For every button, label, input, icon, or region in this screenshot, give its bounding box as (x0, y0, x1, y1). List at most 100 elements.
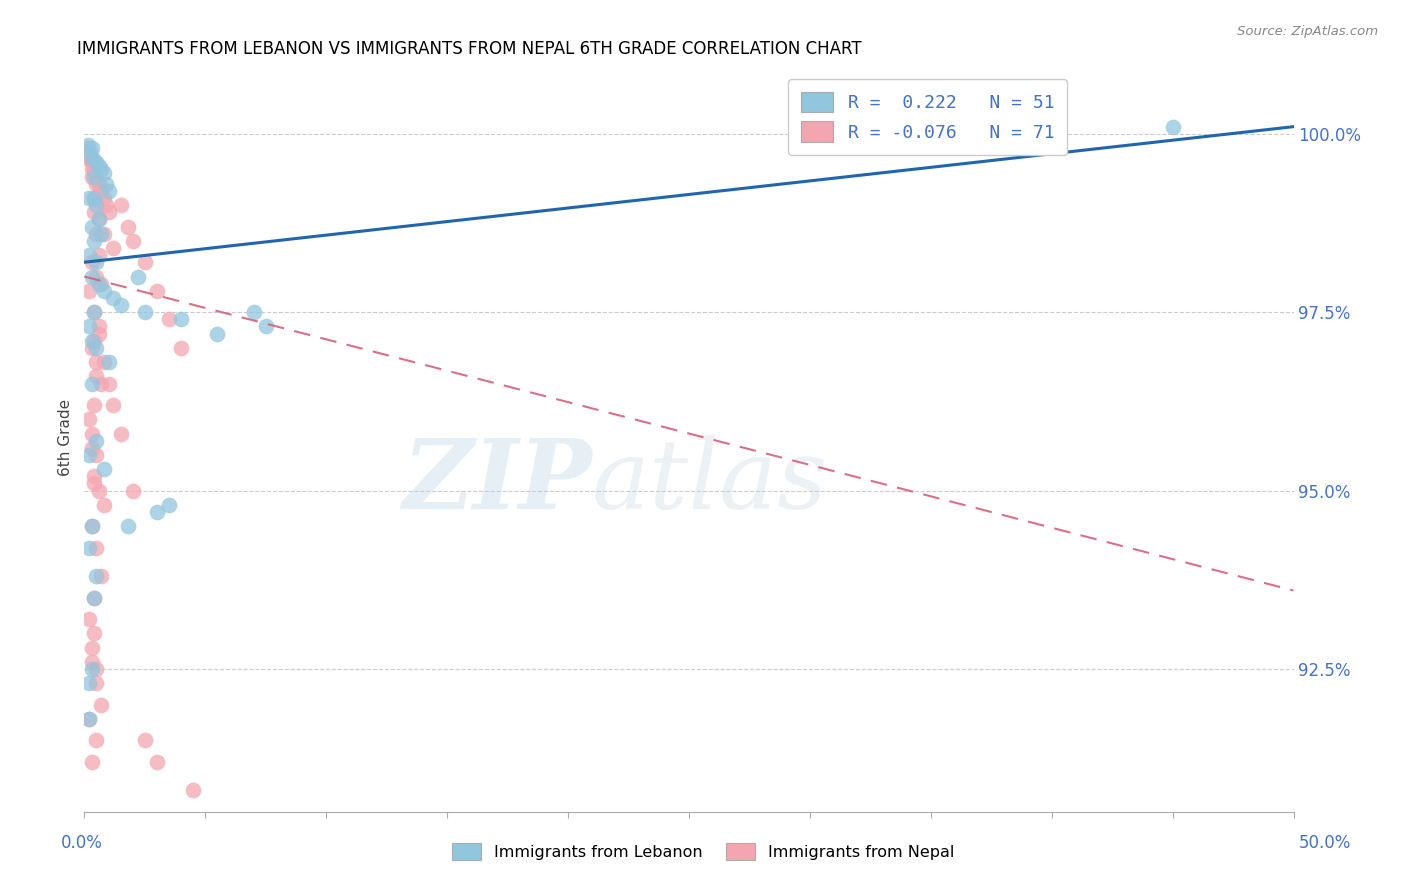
Point (90, 227, 112, 241)
Point (86, 662, 108, 676)
Y-axis label: 6th Grade: 6th Grade (58, 399, 73, 475)
Point (86, 569, 108, 583)
Point (87, 212, 110, 227)
Point (97, 355, 120, 369)
Point (83, 305, 105, 319)
Point (83, 334, 105, 348)
Point (170, 341, 193, 355)
Point (93, 462, 115, 476)
Point (77, 191, 100, 205)
Point (83, 191, 105, 205)
Point (134, 305, 156, 319)
Point (90, 277, 112, 291)
Point (80, 640, 103, 655)
Point (83, 626, 105, 640)
Point (110, 298, 132, 312)
Text: IMMIGRANTS FROM LEBANON VS IMMIGRANTS FROM NEPAL 6TH GRADE CORRELATION CHART: IMMIGRANTS FROM LEBANON VS IMMIGRANTS FR… (77, 40, 862, 58)
Text: ZIP: ZIP (402, 435, 592, 529)
Point (87, 159, 110, 173)
Point (80, 441, 103, 455)
Point (80, 141, 103, 155)
Point (86, 198, 108, 212)
Point (97, 376, 120, 391)
Point (86, 227, 108, 241)
Point (86, 676, 108, 690)
Point (93, 191, 115, 205)
Point (77, 612, 100, 626)
Point (80, 255, 103, 269)
Point (97, 184, 120, 198)
Point (103, 398, 125, 412)
Point (86, 169, 108, 184)
Point (87, 277, 110, 291)
Point (207, 326, 229, 341)
Point (83, 205, 105, 219)
Point (77, 319, 100, 334)
Legend: R =  0.222   N = 51, R = -0.076   N = 71: R = 0.222 N = 51, R = -0.076 N = 71 (787, 79, 1067, 155)
Point (77, 412, 100, 426)
Point (134, 733, 156, 747)
Text: Source: ZipAtlas.com: Source: ZipAtlas.com (1237, 25, 1378, 38)
Point (146, 284, 169, 298)
Point (80, 662, 103, 676)
Point (146, 505, 169, 519)
Point (77, 712, 100, 726)
Point (86, 369, 108, 384)
Point (80, 655, 103, 669)
Point (93, 227, 115, 241)
Point (77, 152, 100, 166)
Point (83, 234, 105, 248)
Point (77, 448, 100, 462)
Point (77, 712, 100, 726)
Point (93, 166, 115, 180)
Point (77, 137, 100, 152)
Point (77, 541, 100, 555)
Point (110, 198, 132, 212)
Text: 0.0%: 0.0% (60, 834, 103, 852)
Point (103, 291, 125, 305)
Point (79, 145, 101, 159)
Point (86, 733, 108, 747)
Point (121, 234, 143, 248)
Point (87, 177, 110, 191)
Point (83, 469, 105, 483)
Point (77, 148, 100, 162)
Point (80, 169, 103, 184)
Point (87, 248, 110, 262)
Point (87, 212, 110, 227)
Point (97, 205, 120, 219)
Point (83, 169, 105, 184)
Point (103, 241, 125, 255)
Point (157, 498, 180, 512)
Point (77, 248, 100, 262)
Point (80, 162, 103, 177)
Point (1161, 120, 1184, 134)
Point (77, 284, 100, 298)
Point (76, 141, 98, 155)
Point (83, 162, 105, 177)
Point (134, 255, 156, 269)
Point (93, 284, 115, 298)
Point (80, 334, 103, 348)
Point (83, 591, 105, 605)
Point (94, 177, 117, 191)
Point (86, 448, 108, 462)
Point (83, 398, 105, 412)
Point (117, 519, 139, 533)
Point (86, 434, 108, 448)
Point (86, 341, 108, 355)
Point (87, 319, 110, 334)
Point (254, 319, 277, 334)
Point (80, 155, 103, 169)
Point (86, 541, 108, 555)
Point (90, 376, 112, 391)
Point (157, 312, 180, 326)
Text: 50.0%: 50.0% (1298, 834, 1351, 852)
Point (121, 483, 143, 498)
Point (94, 198, 117, 212)
Point (80, 755, 103, 769)
Point (80, 426, 103, 441)
Point (86, 155, 108, 169)
Point (80, 519, 103, 533)
Point (86, 269, 108, 284)
